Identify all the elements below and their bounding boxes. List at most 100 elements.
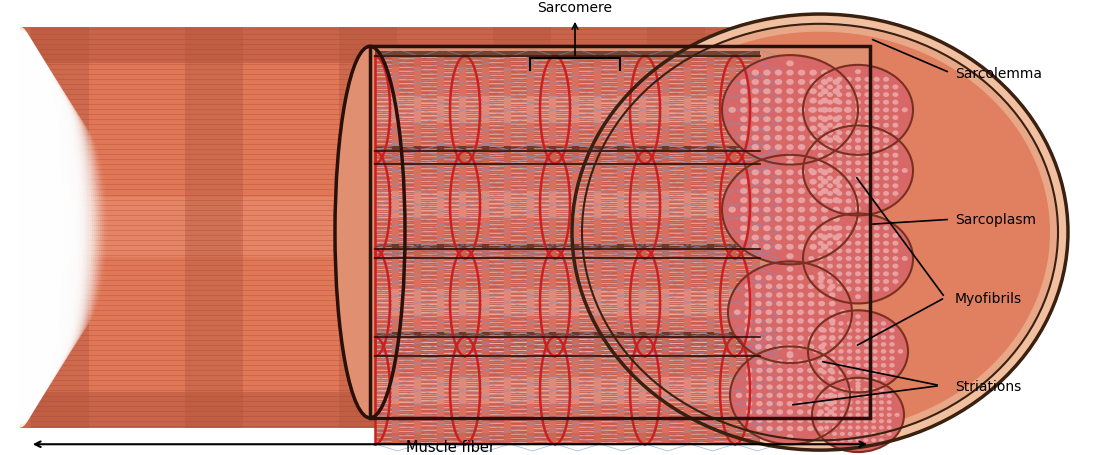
Ellipse shape xyxy=(757,410,762,415)
Ellipse shape xyxy=(836,123,843,128)
Ellipse shape xyxy=(807,401,814,406)
Ellipse shape xyxy=(777,359,783,365)
Ellipse shape xyxy=(881,335,886,340)
Ellipse shape xyxy=(883,146,889,151)
Ellipse shape xyxy=(740,98,748,104)
Ellipse shape xyxy=(763,198,771,204)
Ellipse shape xyxy=(818,176,824,181)
Ellipse shape xyxy=(855,78,862,82)
Ellipse shape xyxy=(744,301,751,307)
Ellipse shape xyxy=(881,342,886,347)
Ellipse shape xyxy=(787,226,793,232)
Ellipse shape xyxy=(808,344,815,350)
Ellipse shape xyxy=(864,257,870,261)
Ellipse shape xyxy=(740,207,748,213)
Ellipse shape xyxy=(766,344,772,350)
Ellipse shape xyxy=(818,301,825,307)
Ellipse shape xyxy=(846,93,852,98)
Ellipse shape xyxy=(797,376,804,382)
Ellipse shape xyxy=(767,376,773,382)
Ellipse shape xyxy=(787,434,793,440)
Bar xyxy=(20,28,870,64)
Ellipse shape xyxy=(740,108,748,114)
Ellipse shape xyxy=(818,153,824,158)
Ellipse shape xyxy=(846,131,852,136)
Ellipse shape xyxy=(776,327,782,333)
Ellipse shape xyxy=(846,176,852,181)
Ellipse shape xyxy=(872,419,876,423)
Ellipse shape xyxy=(827,131,833,136)
Ellipse shape xyxy=(754,310,762,315)
Ellipse shape xyxy=(838,342,844,347)
Ellipse shape xyxy=(846,146,852,151)
Text: Sarcolemma: Sarcolemma xyxy=(955,66,1042,81)
Ellipse shape xyxy=(881,370,886,375)
Ellipse shape xyxy=(829,284,836,289)
Ellipse shape xyxy=(763,217,771,222)
Ellipse shape xyxy=(855,349,860,354)
Ellipse shape xyxy=(864,335,869,340)
Ellipse shape xyxy=(872,438,876,442)
Ellipse shape xyxy=(836,233,843,238)
Ellipse shape xyxy=(855,233,862,238)
Ellipse shape xyxy=(798,71,806,76)
Bar xyxy=(375,52,760,56)
Ellipse shape xyxy=(775,117,782,123)
Ellipse shape xyxy=(751,98,759,104)
Bar xyxy=(375,57,760,68)
Ellipse shape xyxy=(833,98,840,104)
Ellipse shape xyxy=(818,123,824,128)
Ellipse shape xyxy=(846,116,852,121)
Ellipse shape xyxy=(827,384,834,390)
Ellipse shape xyxy=(889,349,895,354)
Ellipse shape xyxy=(763,108,771,114)
Ellipse shape xyxy=(833,136,840,142)
Ellipse shape xyxy=(745,376,752,382)
Ellipse shape xyxy=(818,192,824,197)
Ellipse shape xyxy=(804,66,913,156)
Ellipse shape xyxy=(889,370,895,375)
Ellipse shape xyxy=(833,438,837,442)
Ellipse shape xyxy=(775,71,782,76)
Ellipse shape xyxy=(893,93,898,98)
Ellipse shape xyxy=(840,432,845,436)
Ellipse shape xyxy=(763,235,771,241)
Ellipse shape xyxy=(817,413,821,417)
Ellipse shape xyxy=(757,401,762,406)
Ellipse shape xyxy=(855,384,860,389)
Ellipse shape xyxy=(830,342,835,347)
Ellipse shape xyxy=(763,179,771,185)
Ellipse shape xyxy=(787,376,793,382)
Ellipse shape xyxy=(821,117,828,123)
Ellipse shape xyxy=(855,153,862,158)
Ellipse shape xyxy=(864,377,869,382)
Ellipse shape xyxy=(797,336,804,341)
Ellipse shape xyxy=(729,207,735,213)
Ellipse shape xyxy=(787,170,793,176)
Ellipse shape xyxy=(855,287,862,292)
Ellipse shape xyxy=(32,98,92,358)
Ellipse shape xyxy=(833,207,840,213)
Ellipse shape xyxy=(846,249,852,254)
Ellipse shape xyxy=(767,393,773,398)
Ellipse shape xyxy=(740,126,748,132)
Ellipse shape xyxy=(818,272,824,277)
Ellipse shape xyxy=(745,384,752,390)
Ellipse shape xyxy=(740,235,748,241)
Ellipse shape xyxy=(763,145,771,151)
Ellipse shape xyxy=(787,426,793,431)
Bar xyxy=(493,28,551,428)
Ellipse shape xyxy=(829,310,836,315)
Ellipse shape xyxy=(787,198,793,204)
Ellipse shape xyxy=(808,327,815,333)
Ellipse shape xyxy=(883,108,889,113)
Ellipse shape xyxy=(763,71,771,76)
Ellipse shape xyxy=(840,438,845,442)
Ellipse shape xyxy=(827,123,833,128)
Ellipse shape xyxy=(855,335,860,340)
Ellipse shape xyxy=(889,363,895,368)
Ellipse shape xyxy=(751,207,759,213)
Ellipse shape xyxy=(757,359,762,365)
Ellipse shape xyxy=(829,327,836,333)
Ellipse shape xyxy=(846,169,852,173)
